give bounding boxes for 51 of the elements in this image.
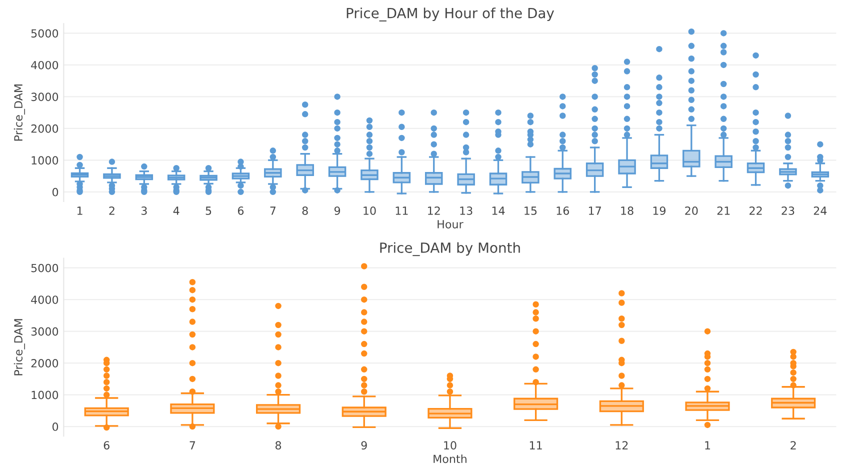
- chart-title: Price_DAM by Month: [380, 242, 520, 256]
- x-tick-label: 4: [173, 206, 180, 215]
- x-axis-title: Hour: [438, 220, 464, 228]
- y-axis-title: Price_DAM: [14, 84, 25, 141]
- x-tick-label: 10: [364, 206, 376, 215]
- x-tick-label: 8: [276, 441, 282, 450]
- x-tick-label: 7: [270, 206, 276, 215]
- chart-title: Price_DAM by Hour of the Day: [346, 8, 554, 22]
- x-tick-label: 6: [104, 441, 110, 450]
- x-tick-label: 12: [428, 206, 440, 215]
- y-tick-label: 4000: [31, 296, 58, 304]
- x-tick-label: 1: [705, 441, 710, 450]
- y-tick-label: 3000: [31, 92, 58, 102]
- x-tick-label: 14: [492, 206, 505, 215]
- y-tick-label: 2000: [31, 124, 58, 133]
- x-tick-label: 9: [334, 206, 340, 215]
- x-tick-label: 11: [396, 206, 408, 215]
- x-tick-label: 3: [141, 206, 147, 215]
- y-tick-label: 1000: [32, 156, 58, 165]
- x-tick-label: 9: [361, 441, 367, 450]
- y-axis-title: Price_DAM: [14, 319, 25, 376]
- y-tick-label: 5000: [31, 29, 58, 38]
- x-tick-label: 2: [109, 206, 114, 215]
- x-tick-label: 20: [685, 206, 698, 215]
- x-tick-label: 22: [750, 206, 762, 215]
- x-axis-title: Month: [434, 454, 466, 464]
- y-tick-label: 3000: [31, 327, 58, 336]
- y-tick-label: 4000: [31, 60, 58, 70]
- x-tick-label: 21: [717, 206, 730, 215]
- x-tick-label: 2: [790, 441, 796, 450]
- x-tick-label: 15: [524, 206, 537, 215]
- x-tick-label: 1: [77, 206, 82, 215]
- x-tick-label: 6: [238, 206, 244, 215]
- y-tick-label: 2000: [31, 359, 58, 368]
- x-tick-label: 13: [460, 206, 472, 215]
- x-tick-label: 17: [588, 206, 601, 215]
- y-tick-label: 0: [52, 422, 58, 431]
- y-tick-label: 1000: [32, 390, 58, 400]
- y-tick-label: 0: [52, 188, 58, 196]
- x-tick-label: 16: [556, 206, 570, 215]
- x-tick-label: 10: [444, 441, 456, 450]
- x-tick-label: 18: [621, 206, 634, 215]
- x-tick-label: 24: [814, 206, 827, 215]
- x-tick-label: 8: [302, 206, 308, 215]
- x-tick-label: 19: [653, 206, 666, 215]
- x-tick-label: 7: [190, 441, 196, 450]
- x-tick-label: 5: [206, 206, 212, 215]
- y-tick-label: 5000: [31, 264, 58, 272]
- x-tick-label: 11: [530, 441, 542, 450]
- x-tick-label: 23: [782, 206, 794, 215]
- x-tick-label: 12: [616, 441, 628, 450]
